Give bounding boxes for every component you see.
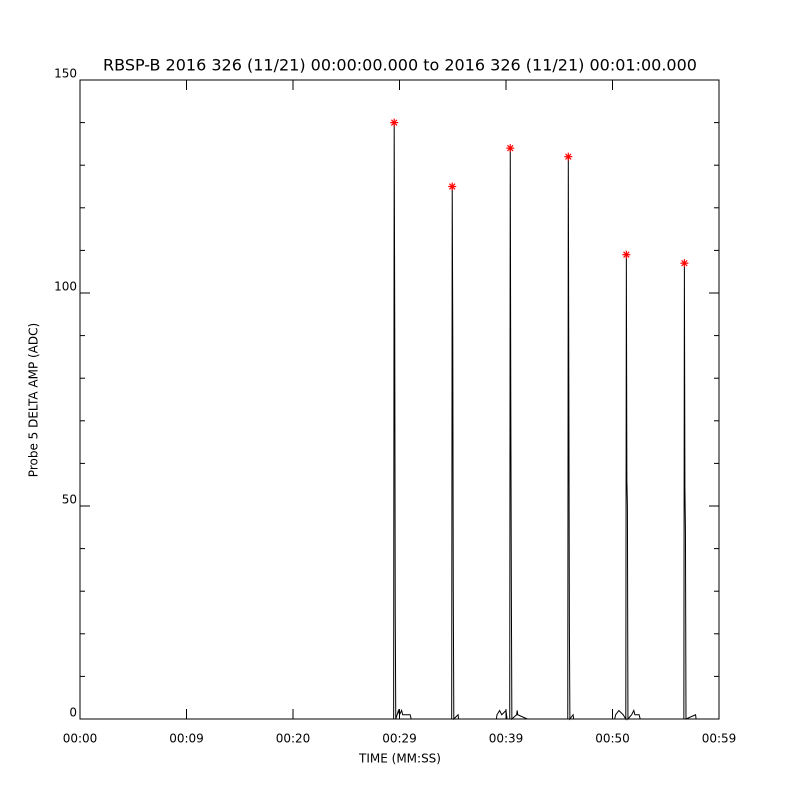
peak-marker: [564, 152, 573, 161]
marker-stroke: [448, 183, 456, 190]
marker-stroke: [623, 251, 630, 258]
x-tick-label: 00:09: [169, 732, 204, 746]
x-tick-label: 00:39: [489, 732, 524, 746]
peak-marker: [680, 259, 689, 268]
marker-stroke: [681, 259, 688, 267]
x-tick-label: 00:00: [63, 732, 98, 746]
y-tick-label: 100: [54, 280, 77, 294]
plot-frame: [79, 79, 720, 720]
data-line: [378, 122, 697, 721]
x-tick-label: 00:29: [382, 732, 417, 746]
y-tick-label: 150: [54, 67, 77, 81]
x-tick-label: 00:59: [702, 732, 737, 746]
peak-marker: [622, 250, 631, 259]
x-tick-label: 00:20: [276, 732, 311, 746]
y-tick-label: 0: [69, 706, 77, 720]
peak-marker: [506, 144, 515, 153]
chart-title: RBSP-B 2016 326 (11/21) 00:00:00.000 to …: [103, 56, 697, 75]
x-axis-label: TIME (MM:SS): [358, 752, 441, 766]
peak-marker: [390, 118, 399, 127]
y-axis-label: Probe 5 DELTA AMP (ADC): [27, 323, 41, 477]
x-tick-label: 00:50: [595, 732, 630, 746]
peak-marker: [448, 182, 457, 191]
marker-stroke: [507, 144, 514, 152]
marker-stroke: [565, 153, 572, 160]
marker-stroke: [390, 119, 398, 126]
y-tick-label: 50: [62, 493, 77, 507]
